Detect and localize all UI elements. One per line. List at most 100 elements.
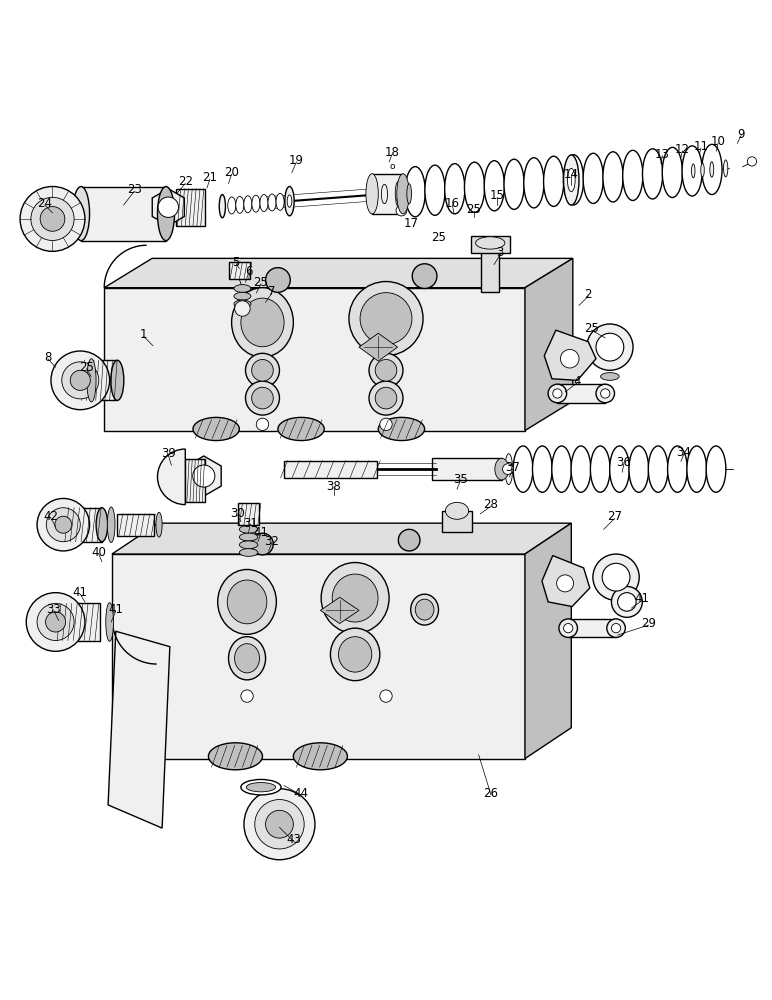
Text: 36: 36 [616, 456, 631, 469]
Ellipse shape [648, 446, 668, 492]
Ellipse shape [106, 603, 113, 641]
Wedge shape [157, 449, 185, 505]
Ellipse shape [111, 360, 124, 400]
Ellipse shape [96, 508, 107, 542]
Ellipse shape [332, 574, 378, 622]
Ellipse shape [208, 743, 262, 770]
Ellipse shape [157, 187, 174, 241]
Bar [56, 603, 100, 641]
Ellipse shape [723, 160, 728, 177]
Ellipse shape [476, 237, 505, 249]
Circle shape [380, 690, 392, 702]
Circle shape [398, 529, 420, 551]
Ellipse shape [252, 195, 260, 212]
Text: 11: 11 [693, 140, 709, 153]
Ellipse shape [73, 187, 90, 241]
Circle shape [593, 554, 639, 600]
Circle shape [564, 624, 573, 633]
Text: 17: 17 [403, 217, 418, 230]
Text: 21: 21 [202, 171, 218, 184]
Bar [284, 461, 377, 478]
Text: 9: 9 [737, 128, 745, 141]
Circle shape [611, 586, 642, 617]
Ellipse shape [567, 168, 575, 192]
Ellipse shape [445, 164, 465, 214]
Ellipse shape [381, 184, 388, 204]
Polygon shape [359, 333, 398, 361]
Ellipse shape [219, 195, 225, 218]
Text: 41: 41 [108, 603, 124, 616]
Ellipse shape [232, 288, 293, 357]
Text: 13: 13 [655, 148, 670, 161]
Ellipse shape [235, 644, 259, 673]
Text: 40: 40 [91, 546, 107, 559]
Text: 27: 27 [607, 510, 622, 523]
Text: 29: 29 [641, 617, 656, 630]
Circle shape [193, 465, 215, 487]
Text: 23: 23 [127, 183, 142, 196]
Text: 41: 41 [635, 592, 650, 605]
Ellipse shape [244, 196, 252, 213]
Text: 12: 12 [675, 143, 690, 156]
Ellipse shape [241, 779, 281, 795]
Ellipse shape [623, 150, 643, 200]
Bar [80, 360, 117, 400]
Ellipse shape [193, 417, 239, 441]
Ellipse shape [268, 194, 276, 211]
Bar [238, 503, 259, 525]
Ellipse shape [411, 594, 438, 625]
Ellipse shape [425, 165, 445, 215]
Ellipse shape [287, 195, 292, 207]
Text: 7: 7 [268, 285, 276, 298]
Text: 20: 20 [224, 166, 239, 179]
Ellipse shape [692, 164, 695, 178]
Ellipse shape [235, 196, 244, 213]
Text: 26: 26 [483, 787, 499, 800]
Polygon shape [525, 523, 571, 759]
Circle shape [70, 370, 90, 390]
Text: 28: 28 [483, 498, 499, 511]
Ellipse shape [552, 446, 571, 492]
Ellipse shape [533, 446, 552, 492]
Text: 6: 6 [245, 265, 252, 278]
Ellipse shape [397, 174, 409, 214]
Bar [442, 511, 472, 532]
Ellipse shape [321, 563, 389, 634]
Ellipse shape [591, 446, 610, 492]
Circle shape [607, 619, 625, 637]
Text: 33: 33 [46, 603, 62, 616]
Circle shape [252, 387, 273, 409]
Text: 22: 22 [178, 175, 193, 188]
Ellipse shape [495, 458, 509, 480]
Ellipse shape [239, 549, 258, 556]
Circle shape [255, 800, 304, 849]
Ellipse shape [349, 282, 423, 356]
Circle shape [235, 301, 250, 316]
Circle shape [602, 563, 630, 591]
Text: 10: 10 [710, 135, 726, 148]
Ellipse shape [415, 599, 434, 620]
Ellipse shape [710, 162, 713, 177]
Circle shape [412, 264, 437, 288]
Polygon shape [320, 597, 359, 624]
Text: 25: 25 [431, 231, 446, 244]
Circle shape [747, 157, 757, 166]
Circle shape [503, 464, 513, 475]
Circle shape [245, 353, 279, 387]
Circle shape [396, 205, 407, 216]
Text: 43: 43 [286, 833, 301, 846]
Circle shape [37, 603, 74, 641]
Ellipse shape [484, 161, 504, 211]
Ellipse shape [227, 580, 267, 624]
Ellipse shape [246, 783, 276, 792]
Ellipse shape [234, 292, 251, 300]
Bar [185, 459, 205, 502]
Ellipse shape [360, 293, 412, 345]
Circle shape [26, 593, 85, 651]
Ellipse shape [234, 285, 251, 292]
Circle shape [244, 789, 315, 860]
Circle shape [40, 207, 65, 231]
Text: 15: 15 [489, 189, 505, 202]
Ellipse shape [293, 743, 347, 770]
Circle shape [37, 498, 90, 551]
